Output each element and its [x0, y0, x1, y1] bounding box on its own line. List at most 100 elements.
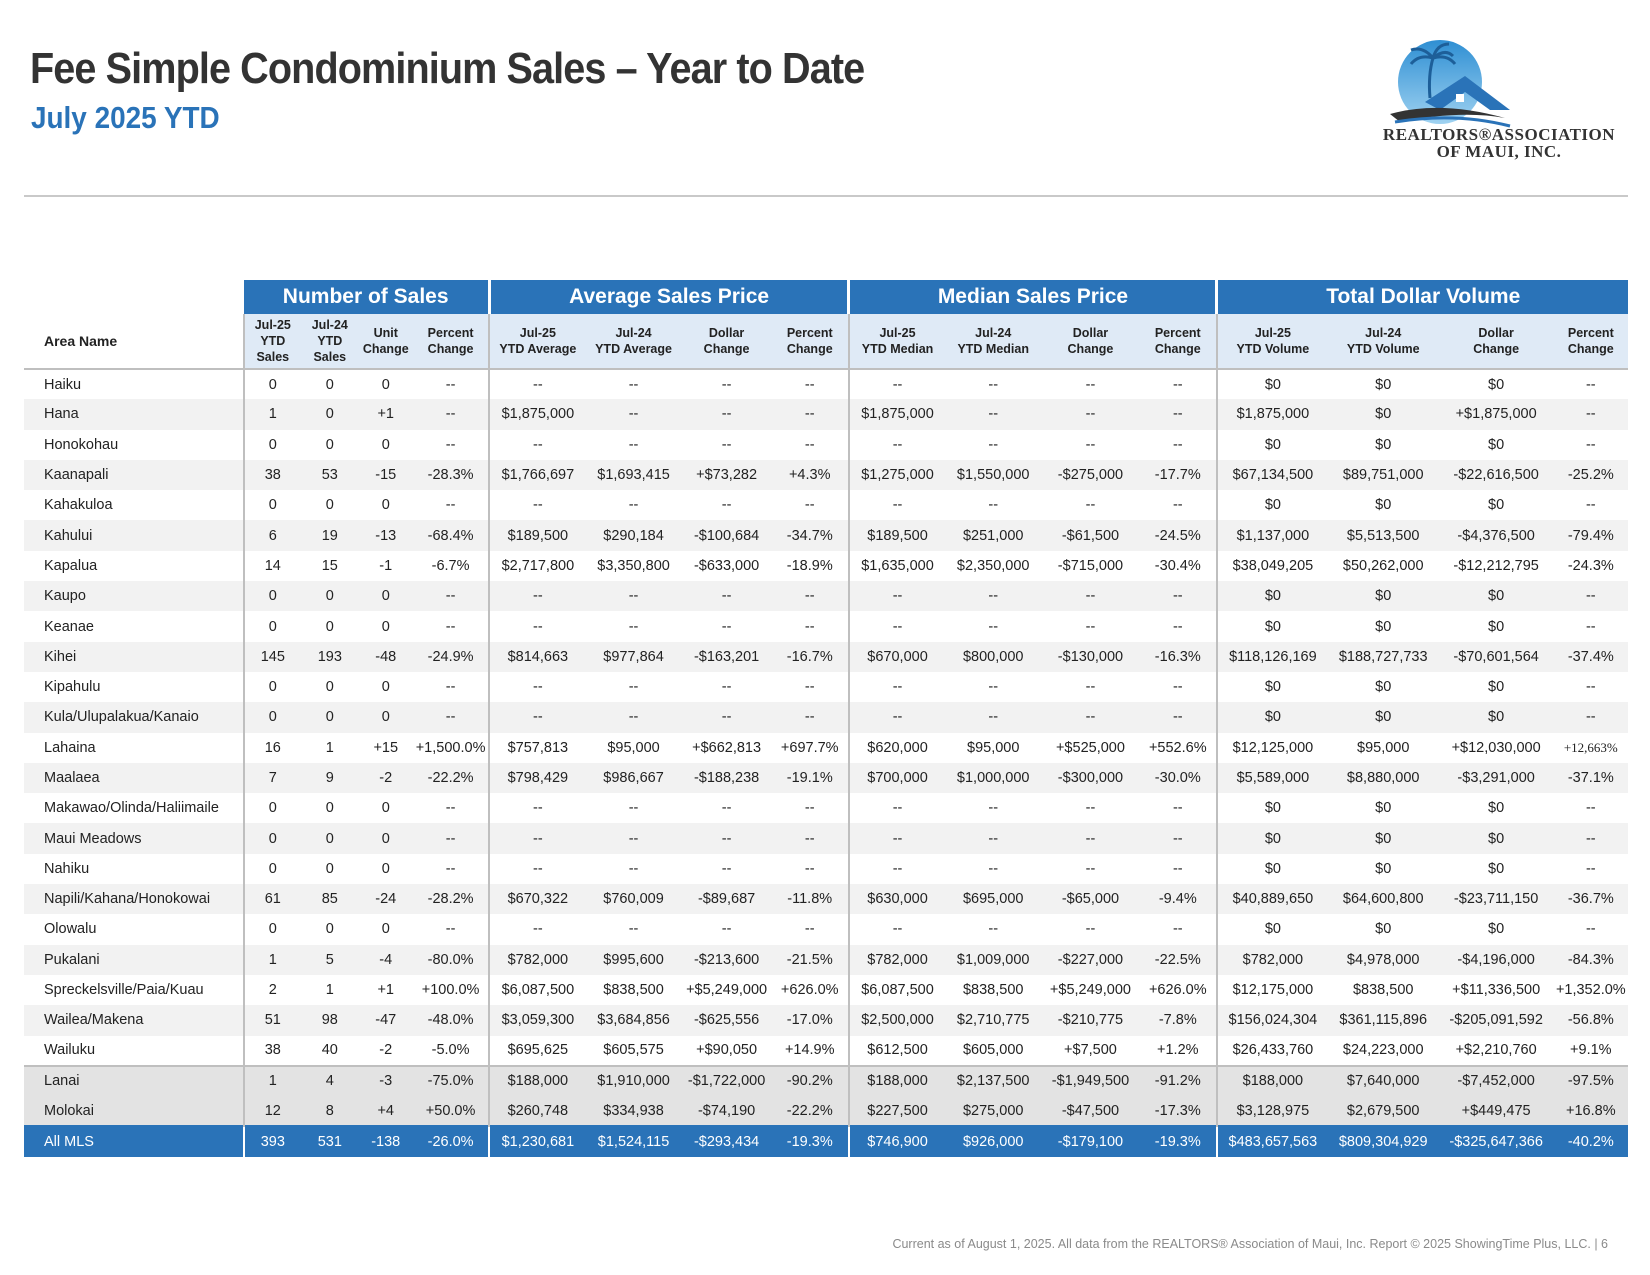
value-cell: -7.8% — [1139, 1005, 1217, 1036]
value-cell: -- — [1041, 399, 1140, 430]
column-header: Jul-24 YTD Median — [945, 314, 1042, 370]
value-cell: $118,126,169 — [1215, 641, 1328, 672]
value-cell: -- — [445, 618, 456, 635]
value-cell: -- — [1553, 823, 1628, 854]
value-cell: -- — [1041, 702, 1140, 733]
value-cell: $1,524,115 — [585, 1125, 682, 1157]
group-average-sales-price: Average Sales Price — [487, 280, 849, 314]
value-cell: $5,513,500 — [1327, 520, 1439, 551]
value-cell: -- — [1085, 497, 1096, 514]
column-header-line: Change — [786, 342, 833, 356]
table-row: Olowalu 0 0 0 -- -- -- -- -- -- -- -- -- $0 $0 $0 -- — [24, 914, 1628, 945]
value-cell: $670,000 — [847, 641, 946, 672]
value-cell: -$179,100 — [1041, 1125, 1140, 1157]
value-cell: $0 — [1327, 581, 1439, 612]
column-header-line: Percent — [1567, 326, 1614, 340]
column-header: Jul-24 YTD Sales — [301, 314, 359, 370]
value-cell: $67,134,500 — [1215, 459, 1328, 491]
value-cell: -$633,000 — [693, 557, 760, 574]
value-cell: -$4,376,500 — [1438, 520, 1554, 551]
value-cell: -- — [1041, 581, 1140, 612]
value-cell: $334,938 — [585, 1096, 682, 1127]
value-cell: -48.0% — [412, 1005, 490, 1036]
value-cell: 0 — [325, 921, 334, 938]
value-cell: 0 — [381, 800, 390, 817]
table-row: Maui Meadows 0 0 0 -- -- -- -- -- -- -- -- -- $0 $0 $0-… — [24, 823, 1628, 854]
value-cell: -- — [1172, 497, 1183, 514]
table-row: Kahului 6 19 -13 -68.4% $189,500 $290,184 -$100… — [24, 520, 1628, 551]
column-header: Dollar Change — [1438, 314, 1554, 370]
value-cell: -34.7% — [771, 520, 849, 551]
value-cell: -17.3% — [1139, 1096, 1217, 1127]
value-cell: 16 — [242, 732, 302, 763]
value-cell: $700,000 — [847, 762, 946, 794]
value-cell: $7,640,000 — [1327, 1064, 1439, 1097]
value-cell: -- — [412, 399, 490, 430]
value-cell: 0 — [325, 800, 334, 817]
area-name-cell: Keanae — [44, 618, 94, 635]
column-header-line: YTD Average — [595, 342, 672, 356]
value-cell: 0 — [242, 671, 302, 703]
value-cell: -$70,601,564 — [1438, 641, 1554, 672]
value-cell: -- — [585, 581, 682, 612]
column-header-line: Jul-25 — [1254, 326, 1291, 340]
column-header: Dollar Change — [1041, 314, 1140, 370]
value-cell: 0 — [325, 618, 334, 635]
value-cell: -$275,000 — [1041, 459, 1140, 491]
value-cell: -- — [488, 823, 586, 854]
value-cell: -68.4% — [412, 520, 490, 551]
value-cell: -$213,600 — [681, 944, 772, 975]
area-name-cell: Kihei — [24, 641, 244, 672]
header-divider — [24, 195, 1628, 197]
value-cell: -- — [1585, 800, 1596, 817]
value-cell: $798,429 — [488, 762, 586, 794]
value-cell: 393 — [242, 1125, 302, 1157]
value-cell: -- — [1172, 860, 1183, 877]
value-cell: -- — [847, 671, 946, 703]
value-cell: $12,175,000 — [1215, 974, 1328, 1006]
value-cell: -$210,775 — [1041, 1005, 1140, 1036]
value-cell: -21.5% — [771, 944, 849, 975]
value-cell: -22.2% — [412, 762, 490, 794]
value-cell: 0 — [242, 823, 302, 854]
column-header-line: Change — [1067, 342, 1114, 356]
value-cell: 53 — [301, 459, 359, 491]
value-cell: $0 — [1375, 618, 1392, 635]
value-cell: +1,500.0% — [415, 739, 486, 756]
value-cell: -56.8% — [1553, 1005, 1628, 1036]
value-cell: -- — [804, 618, 815, 635]
area-name-cell: Olowalu — [44, 921, 97, 938]
value-cell: $977,864 — [585, 641, 682, 672]
total-row: All MLS 393 531 -138 -26.0% $1,230,681 $1,524,… — [24, 1125, 1628, 1157]
value-cell: 0 — [325, 497, 334, 514]
value-cell: 5 — [301, 944, 359, 975]
value-cell: -- — [488, 369, 586, 400]
area-name-cell: Kaanapali — [24, 459, 244, 491]
value-cell: $251,000 — [945, 520, 1042, 551]
value-cell: 0 — [301, 581, 359, 612]
value-cell: $3,059,300 — [488, 1005, 586, 1036]
value-cell: -- — [628, 497, 639, 514]
value-cell: -- — [847, 581, 946, 612]
value-cell: 0 — [381, 618, 390, 635]
value-cell: +1 — [358, 399, 413, 430]
value-cell: 0 — [325, 679, 334, 696]
area-name-cell: Kapalua — [44, 557, 98, 574]
value-cell: 98 — [301, 1005, 359, 1036]
value-cell: +$7,500 — [1064, 1042, 1117, 1059]
value-cell: -- — [847, 853, 946, 885]
value-cell: +16.8% — [1553, 1096, 1628, 1127]
value-cell: $3,350,800 — [597, 557, 670, 574]
column-header: Jul-24 YTD Volume — [1327, 314, 1439, 370]
value-cell: -- — [488, 671, 586, 703]
value-cell: -$65,000 — [1041, 884, 1140, 915]
value-cell: 2 — [242, 974, 302, 1006]
area-name-cell: Haiku — [44, 376, 82, 393]
value-cell: $630,000 — [847, 884, 946, 915]
table-row: Keanae 0 0 0 -- -- -- -- -- -- -- -- -- $0 $0 $0 -- — [24, 611, 1628, 642]
value-cell: -- — [412, 581, 490, 612]
column-header-row: Area Name Jul-25 YTD Sales Jul-24 YTD Sales Un… — [24, 314, 1628, 370]
value-cell: 61 — [242, 884, 302, 915]
page-subtitle: July 2025 YTD — [31, 100, 220, 135]
value-cell: $24,223,000 — [1342, 1042, 1424, 1059]
